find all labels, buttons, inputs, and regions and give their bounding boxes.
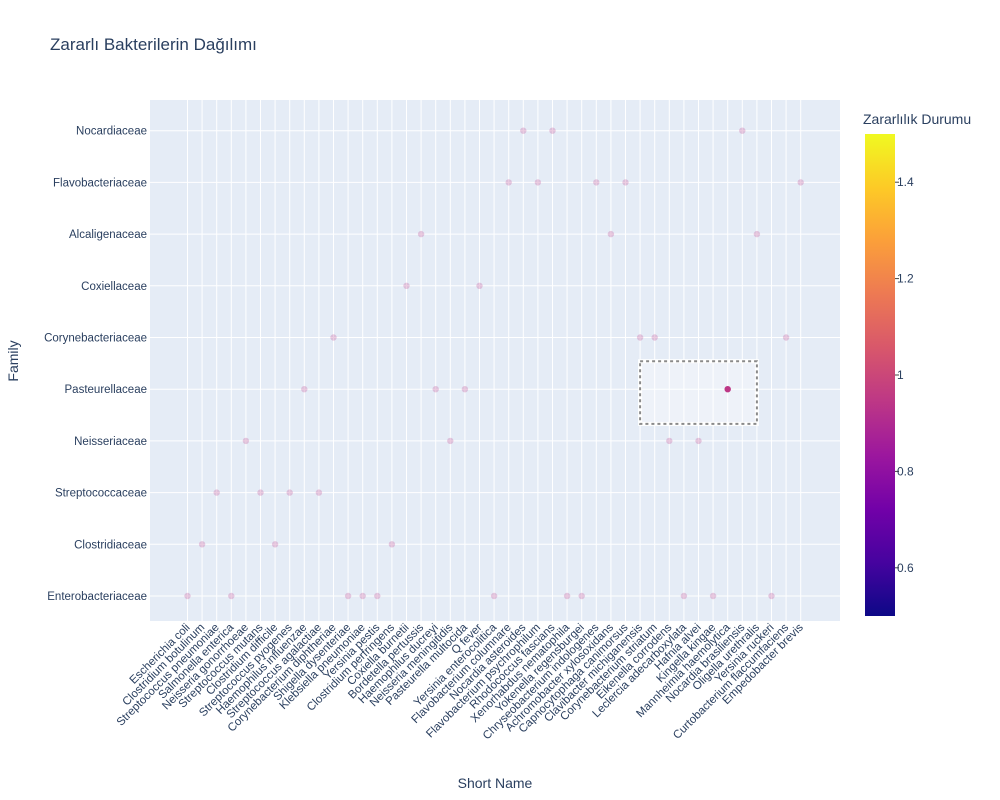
colorbar-tick-label: 1 xyxy=(897,368,904,382)
data-point[interactable] xyxy=(695,437,702,445)
data-point[interactable] xyxy=(666,437,673,445)
data-point[interactable] xyxy=(432,386,439,393)
y-tick-label: Pasteurellaceae xyxy=(65,384,147,396)
data-point[interactable] xyxy=(228,592,235,600)
x-axis-title: Short Name xyxy=(458,775,533,791)
colorbar-tick-label: 0.8 xyxy=(897,464,914,478)
data-point[interactable] xyxy=(739,127,746,134)
data-point[interactable] xyxy=(374,592,381,600)
data-point[interactable] xyxy=(607,230,615,238)
data-point[interactable] xyxy=(505,179,512,186)
data-point[interactable] xyxy=(651,334,658,341)
y-tick-label: Neisseriaceae xyxy=(74,436,147,448)
y-tick-label: Nocardiaceae xyxy=(76,126,147,138)
data-point[interactable] xyxy=(520,127,527,134)
data-point[interactable] xyxy=(593,179,600,186)
data-point[interactable] xyxy=(344,592,352,600)
data-point[interactable] xyxy=(797,179,804,186)
chart-title: Zararlı Bakterilerin Dağılımı xyxy=(50,35,257,54)
data-point[interactable] xyxy=(286,489,293,496)
data-point[interactable] xyxy=(359,592,366,600)
data-point[interactable] xyxy=(330,334,337,341)
data-point[interactable] xyxy=(534,179,542,186)
data-point[interactable] xyxy=(242,437,250,445)
data-point[interactable] xyxy=(315,489,323,496)
y-axis-title: Family xyxy=(5,340,21,381)
y-tick-label: Enterobacteriaceae xyxy=(47,591,147,603)
colorbar-tick-label: 0.6 xyxy=(897,561,914,575)
colorbar-tick-label: 1.2 xyxy=(897,272,914,286)
data-point[interactable] xyxy=(680,592,688,600)
data-point[interactable] xyxy=(724,386,731,393)
selection-box-layer xyxy=(638,359,759,426)
data-point[interactable] xyxy=(447,437,454,445)
y-tick-label: Coxiellaceae xyxy=(81,281,147,293)
data-point[interactable] xyxy=(709,592,717,600)
data-point[interactable] xyxy=(636,334,644,341)
data-point[interactable] xyxy=(184,592,191,600)
data-point[interactable] xyxy=(388,541,396,548)
data-point[interactable] xyxy=(461,386,469,393)
data-point[interactable] xyxy=(476,282,483,289)
data-point[interactable] xyxy=(622,179,629,186)
data-point[interactable] xyxy=(257,489,264,496)
colorbar xyxy=(865,134,895,616)
data-point[interactable] xyxy=(782,334,790,341)
y-tick-label: Streptococcaceae xyxy=(55,488,147,500)
y-tick-label: Corynebacteriaceae xyxy=(44,333,147,345)
y-tick-label: Clostridiaceae xyxy=(74,539,147,551)
grid-lines xyxy=(150,100,840,621)
data-point[interactable] xyxy=(403,282,410,289)
data-point[interactable] xyxy=(417,230,425,238)
data-point[interactable] xyxy=(271,541,279,548)
data-point[interactable] xyxy=(198,541,206,548)
data-point[interactable] xyxy=(301,386,308,393)
colorbar-title: Zararlılık Durumu xyxy=(863,111,971,127)
y-tick-label: Alcaligenaceae xyxy=(69,229,147,241)
data-point[interactable] xyxy=(768,592,775,600)
data-point[interactable] xyxy=(490,592,498,600)
colorbar-tick-label: 1.4 xyxy=(897,175,914,189)
y-axis-tick-labels: Enterobacteriaceae Clostridiaceae Streptoc… xyxy=(44,126,147,603)
data-point[interactable] xyxy=(753,230,761,238)
data-point[interactable] xyxy=(213,489,220,496)
data-point[interactable] xyxy=(563,592,571,600)
data-point[interactable] xyxy=(549,127,556,134)
scatter-points xyxy=(184,127,804,600)
data-point[interactable] xyxy=(578,592,585,600)
colorbar-ticks: 0.6 0.8 1 1.2 1.4 xyxy=(895,175,914,575)
y-tick-label: Flavobacteriaceae xyxy=(53,177,147,189)
selection-box-outline xyxy=(638,359,759,426)
